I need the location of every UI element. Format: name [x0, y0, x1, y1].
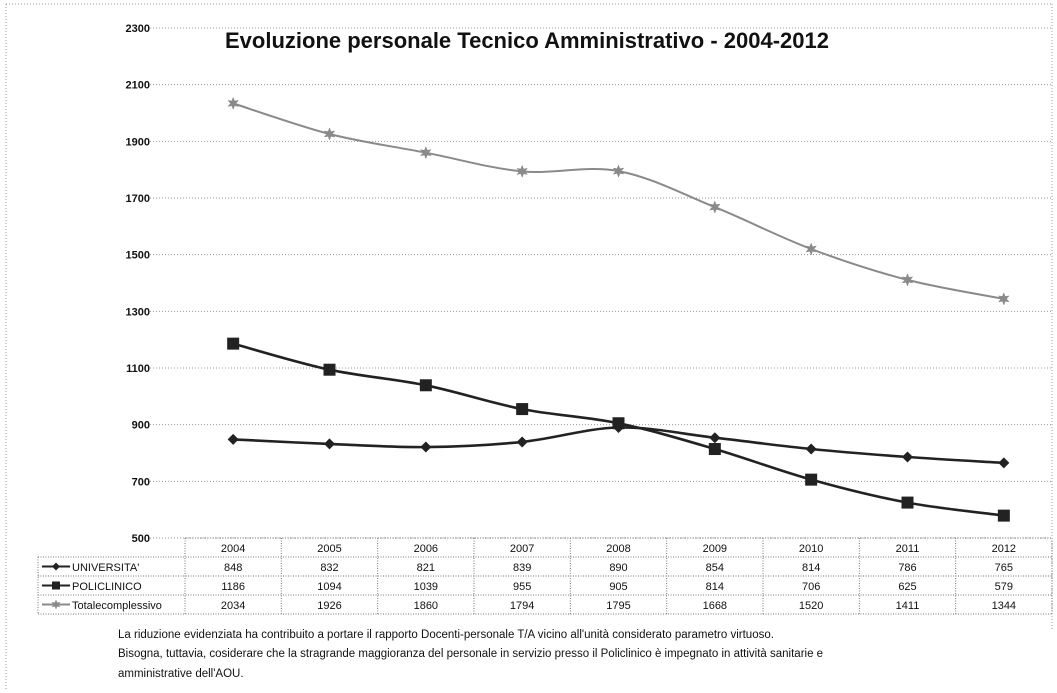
legend-label: Totalecomplessivo: [72, 600, 162, 612]
data-point-marker: [227, 96, 240, 111]
x-tick-label: 2005: [317, 543, 341, 555]
data-point-marker: [419, 379, 432, 392]
data-point-marker: [324, 438, 335, 450]
data-label: 1860: [414, 600, 438, 612]
data-point-marker: [612, 164, 625, 178]
note-line-2: Bisogna, tuttavia, cosiderare che la str…: [118, 648, 824, 660]
series-line-2: [232, 102, 1004, 300]
data-label: 955: [513, 581, 531, 593]
data-point-marker: [901, 496, 914, 509]
gridlines: [150, 27, 1052, 539]
data-label: 905: [609, 581, 627, 593]
data-label: 1186: [221, 581, 245, 593]
data-point-marker: [227, 337, 240, 350]
x-tick-label: 2004: [221, 543, 245, 555]
data-label: 839: [513, 562, 531, 574]
x-tick-label: 2009: [703, 543, 727, 555]
data-point-marker: [709, 432, 721, 444]
data-label: 1794: [510, 600, 534, 612]
y-tick-label: 900: [132, 420, 150, 432]
data-point-marker: [612, 417, 625, 430]
data-label: 579: [995, 581, 1013, 593]
data-point-marker: [998, 457, 1010, 469]
note-line-1: La riduzione evidenziata ha contribuito …: [118, 629, 774, 641]
data-point-marker: [805, 242, 818, 256]
y-tick-label: 500: [132, 533, 150, 545]
data-point-marker: [420, 441, 432, 453]
data-label: 1795: [606, 600, 630, 612]
data-label: 2034: [221, 600, 245, 612]
data-point-marker: [901, 273, 914, 287]
data-point-marker: [708, 200, 721, 214]
data-point-marker: [516, 436, 528, 448]
data-point-marker: [805, 443, 817, 455]
note-line-3: amministrative dell'AOU.: [118, 668, 244, 680]
y-tick-label: 700: [132, 476, 150, 488]
data-point-marker: [902, 451, 913, 463]
y-tick-label: 2300: [126, 23, 150, 35]
data-label: 1926: [317, 600, 341, 612]
data-point-marker: [997, 292, 1010, 306]
data-label: 765: [995, 562, 1013, 574]
data-label: 1520: [799, 600, 823, 612]
data-label: 1411: [896, 600, 920, 612]
y-tick-label: 1100: [126, 363, 150, 375]
data-label: 814: [802, 562, 820, 574]
legend-label: POLICLINICO: [72, 581, 142, 593]
data-label: 821: [417, 562, 435, 574]
data-label: 1344: [992, 600, 1016, 612]
y-tick-label: 2100: [126, 80, 150, 92]
data-label: 854: [706, 562, 724, 574]
data-point-marker: [227, 433, 239, 445]
data-point-marker: [997, 509, 1010, 522]
data-label: 625: [898, 581, 916, 593]
legend-key-marker: [52, 562, 60, 571]
x-tick-label: 2006: [414, 543, 438, 555]
x-tick-label: 2008: [606, 543, 630, 555]
series-lines: [227, 96, 1010, 522]
x-tick-label: 2011: [896, 543, 920, 555]
data-label: 1094: [317, 581, 341, 593]
chart-title: Evoluzione personale Tecnico Amministrat…: [225, 28, 829, 53]
y-axis-labels: 2300 2100 1900 1700 1500 1300 1100 900 700 500: [126, 23, 150, 545]
data-label: 1668: [703, 600, 727, 612]
data-label: 832: [320, 562, 338, 574]
data-point-marker: [323, 363, 336, 376]
data-point-marker: [419, 145, 432, 160]
legend-key-marker: [51, 599, 61, 610]
data-label: 890: [609, 562, 627, 574]
data-label: 1039: [414, 581, 438, 593]
data-point-marker: [708, 443, 721, 456]
data-label: 814: [706, 581, 724, 593]
data-table: 2004 2005 2006 2007 2008 2009 2010 2011 2012 UNIV…: [37, 537, 1053, 615]
x-tick-label: 2012: [992, 543, 1016, 555]
data-point-marker: [323, 127, 336, 141]
legend-key-marker: [52, 581, 60, 590]
data-label: 706: [802, 581, 820, 593]
x-tick-label: 2010: [799, 543, 823, 555]
legend-label: UNIVERSITA': [72, 562, 139, 574]
data-label: 786: [898, 562, 916, 574]
y-tick-label: 1700: [126, 193, 150, 205]
y-tick-label: 1300: [126, 306, 150, 318]
y-tick-label: 1500: [126, 250, 150, 262]
data-point-marker: [805, 473, 818, 486]
data-point-marker: [516, 403, 529, 416]
data-point-marker: [516, 164, 529, 179]
y-tick-label: 1900: [126, 136, 150, 148]
x-tick-label: 2007: [510, 543, 534, 555]
data-label: 848: [224, 562, 242, 574]
